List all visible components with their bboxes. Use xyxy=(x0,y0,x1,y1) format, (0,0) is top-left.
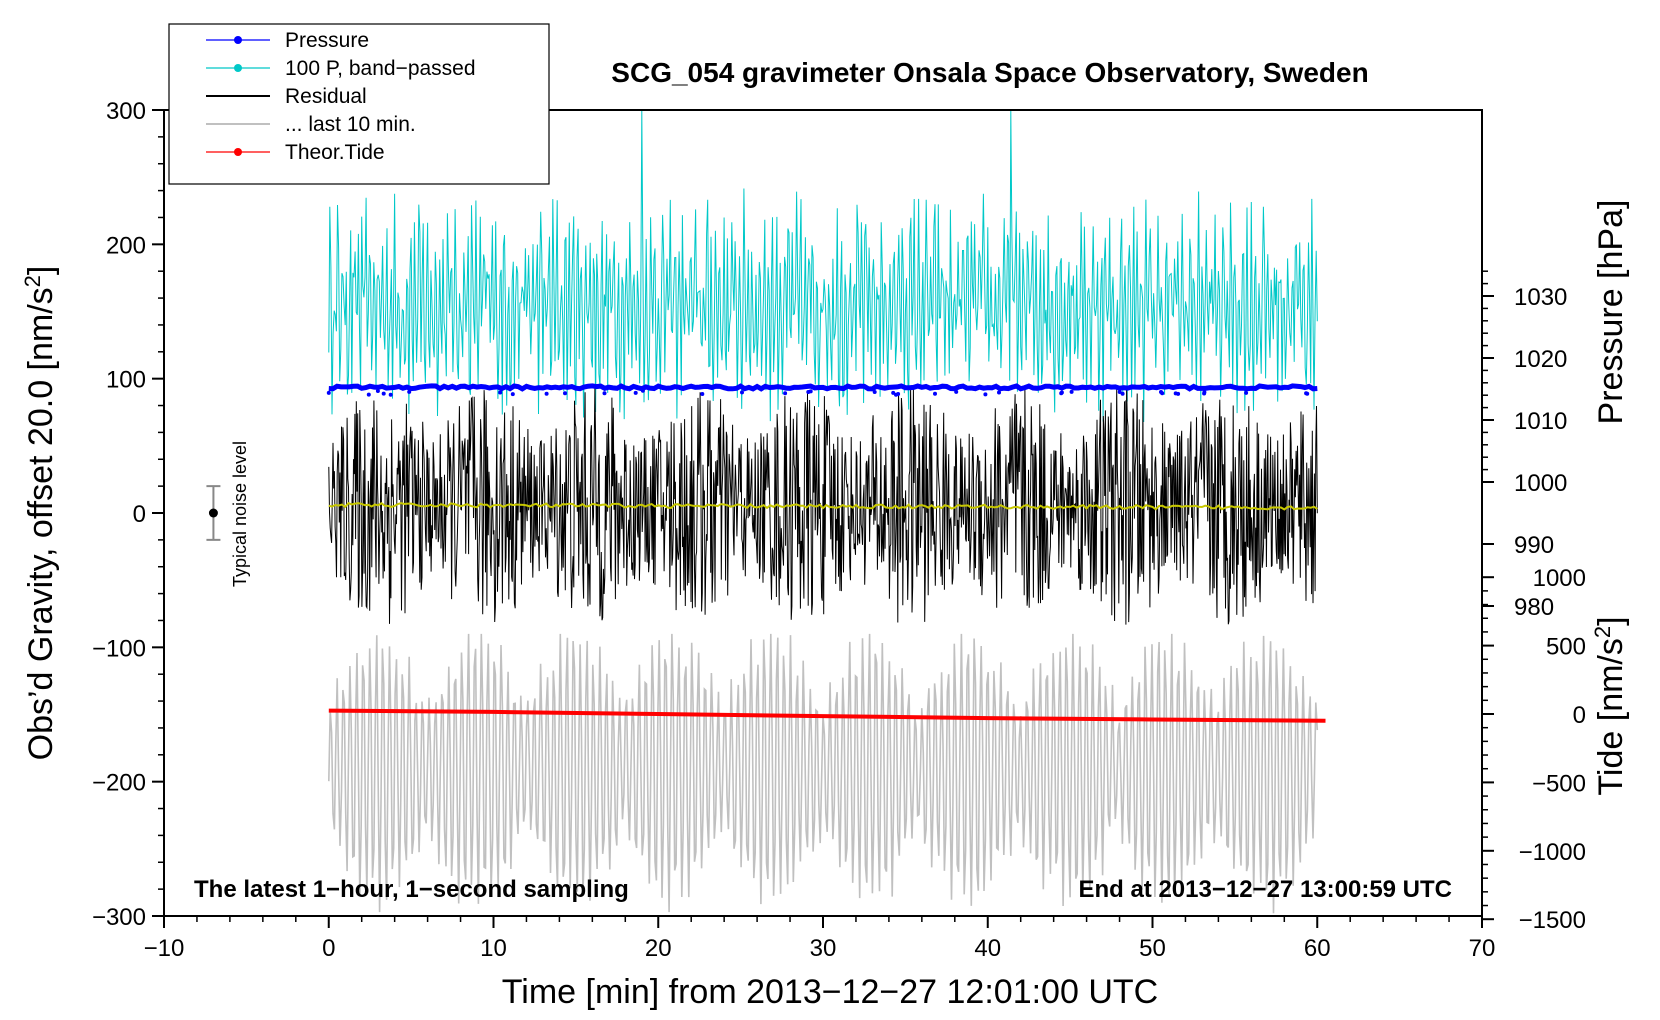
tide-tick-label: −500 xyxy=(1532,770,1586,797)
tide-tick-label: 0 xyxy=(1573,702,1586,729)
noise-dot xyxy=(208,508,218,518)
theoretical-tide-line xyxy=(328,708,1326,723)
legend-label: Pressure xyxy=(285,29,369,52)
pressure-point xyxy=(375,389,380,393)
x-tick-label: 70 xyxy=(1469,935,1496,962)
legend-label: 100 P, band−passed xyxy=(285,57,476,80)
pressure-point xyxy=(700,392,705,396)
pressure-point xyxy=(407,389,412,394)
pressure-tick-label: 1020 xyxy=(1514,346,1567,373)
legend: Pressure 100 P, band−passed Residual ... la… xyxy=(168,23,550,185)
pressure-point xyxy=(1059,391,1064,396)
pressure-point xyxy=(498,390,503,395)
pressure-point xyxy=(1305,391,1310,396)
legend-marker xyxy=(234,148,242,156)
pressure-point xyxy=(326,390,331,395)
residual-mean-line xyxy=(328,501,1318,511)
pressure-point xyxy=(954,389,959,394)
legend-marker xyxy=(234,64,242,72)
x-axis: −10 0 10 20 30 40 50 60 70 xyxy=(144,916,1496,962)
pressure-point xyxy=(633,390,638,395)
tide-axis-label: Tide [nm/s2] xyxy=(1590,616,1630,795)
pressure-axis: 1030 1020 1010 1000 990 980 xyxy=(1482,270,1567,621)
pressure-point xyxy=(997,390,1001,395)
pressure-tick-label: 1030 xyxy=(1514,284,1567,311)
x-tick-label: 20 xyxy=(645,935,672,962)
pressure-tick-label: 980 xyxy=(1514,594,1554,621)
x-tick-label: 10 xyxy=(480,935,507,962)
pressure-point xyxy=(891,390,896,395)
pressure-point xyxy=(510,392,515,397)
pressure-point xyxy=(894,392,898,397)
noise-level-marker: Typical noise level xyxy=(206,441,250,587)
y-left-tick-label: −300 xyxy=(92,904,146,931)
legend-label: Residual xyxy=(285,85,367,108)
pressure-bandpassed-line xyxy=(328,109,1318,423)
pressure-point xyxy=(1120,391,1125,396)
pressure-tick-label: 1010 xyxy=(1514,408,1567,435)
pressure-point xyxy=(388,392,393,397)
legend-label: ... last 10 min. xyxy=(285,113,416,136)
tide-tick-label: −1500 xyxy=(1519,907,1586,934)
tide-axis: 1000 500 0 −500 −1000 −1500 xyxy=(1482,565,1586,934)
pressure-point xyxy=(1202,390,1207,395)
pressure-point xyxy=(983,392,988,397)
pressure-point xyxy=(381,391,386,396)
y-left-tick-label: −200 xyxy=(92,770,146,797)
pressure-point xyxy=(602,391,607,396)
x-tick-label: −10 xyxy=(144,935,185,962)
legend-label: Theor.Tide xyxy=(285,141,385,164)
left-y-axis-label: Obs’d Gravity, offset 20.0 [nm/s2] xyxy=(20,266,60,761)
tide-tick-label: −1000 xyxy=(1519,839,1586,866)
pressure-point xyxy=(366,392,371,397)
y-left-tick-label: 0 xyxy=(133,501,146,528)
tide-tick-label: 500 xyxy=(1546,634,1586,661)
x-tick-label: 0 xyxy=(322,935,335,962)
pressure-point xyxy=(544,391,549,396)
pressure-point xyxy=(1159,390,1163,394)
pressure-tick-label: 990 xyxy=(1514,532,1554,559)
x-tick-label: 50 xyxy=(1139,935,1166,962)
x-axis-label: Time [min] from 2013−12−27 12:01:00 UTC xyxy=(502,973,1158,1011)
footer-right-annotation: End at 2013−12−27 13:00:59 UTC xyxy=(1078,876,1452,903)
noise-level-label: Typical noise level xyxy=(230,441,250,587)
pressure-point xyxy=(1069,389,1074,394)
x-tick-label: 30 xyxy=(810,935,837,962)
pressure-point xyxy=(740,390,744,395)
pressure-point xyxy=(1244,390,1249,395)
y-left-tick-label: 300 xyxy=(106,98,146,125)
x-tick-label: 40 xyxy=(974,935,1001,962)
footer-left-annotation: The latest 1−hour, 1−second sampling xyxy=(194,876,629,903)
y-left-tick-label: −100 xyxy=(92,635,146,662)
left-y-axis: 300 200 100 0 −100 −200 −300 xyxy=(92,98,164,931)
pressure-point xyxy=(1176,391,1181,396)
pressure-point xyxy=(872,390,877,394)
pressure-point xyxy=(563,391,567,396)
legend-marker xyxy=(234,36,242,44)
chart-title: SCG_054 gravimeter Onsala Space Observat… xyxy=(611,57,1368,88)
pressure-tick-label: 1000 xyxy=(1514,470,1567,497)
series-layer xyxy=(326,109,1326,914)
y-left-tick-label: 100 xyxy=(106,367,146,394)
pressure-line xyxy=(328,383,1318,392)
pressure-point xyxy=(808,389,813,394)
pressure-point xyxy=(640,388,645,393)
pressure-point xyxy=(783,391,788,396)
y-left-tick-label: 200 xyxy=(106,232,146,259)
pressure-point xyxy=(1117,390,1122,394)
pressure-point xyxy=(933,391,937,396)
x-tick-label: 60 xyxy=(1304,935,1331,962)
residual-line xyxy=(328,386,1318,625)
legend-box xyxy=(168,23,550,185)
tide-tick-label: 1000 xyxy=(1533,565,1586,592)
pressure-axis-label: Pressure [hPa] xyxy=(1592,200,1630,425)
